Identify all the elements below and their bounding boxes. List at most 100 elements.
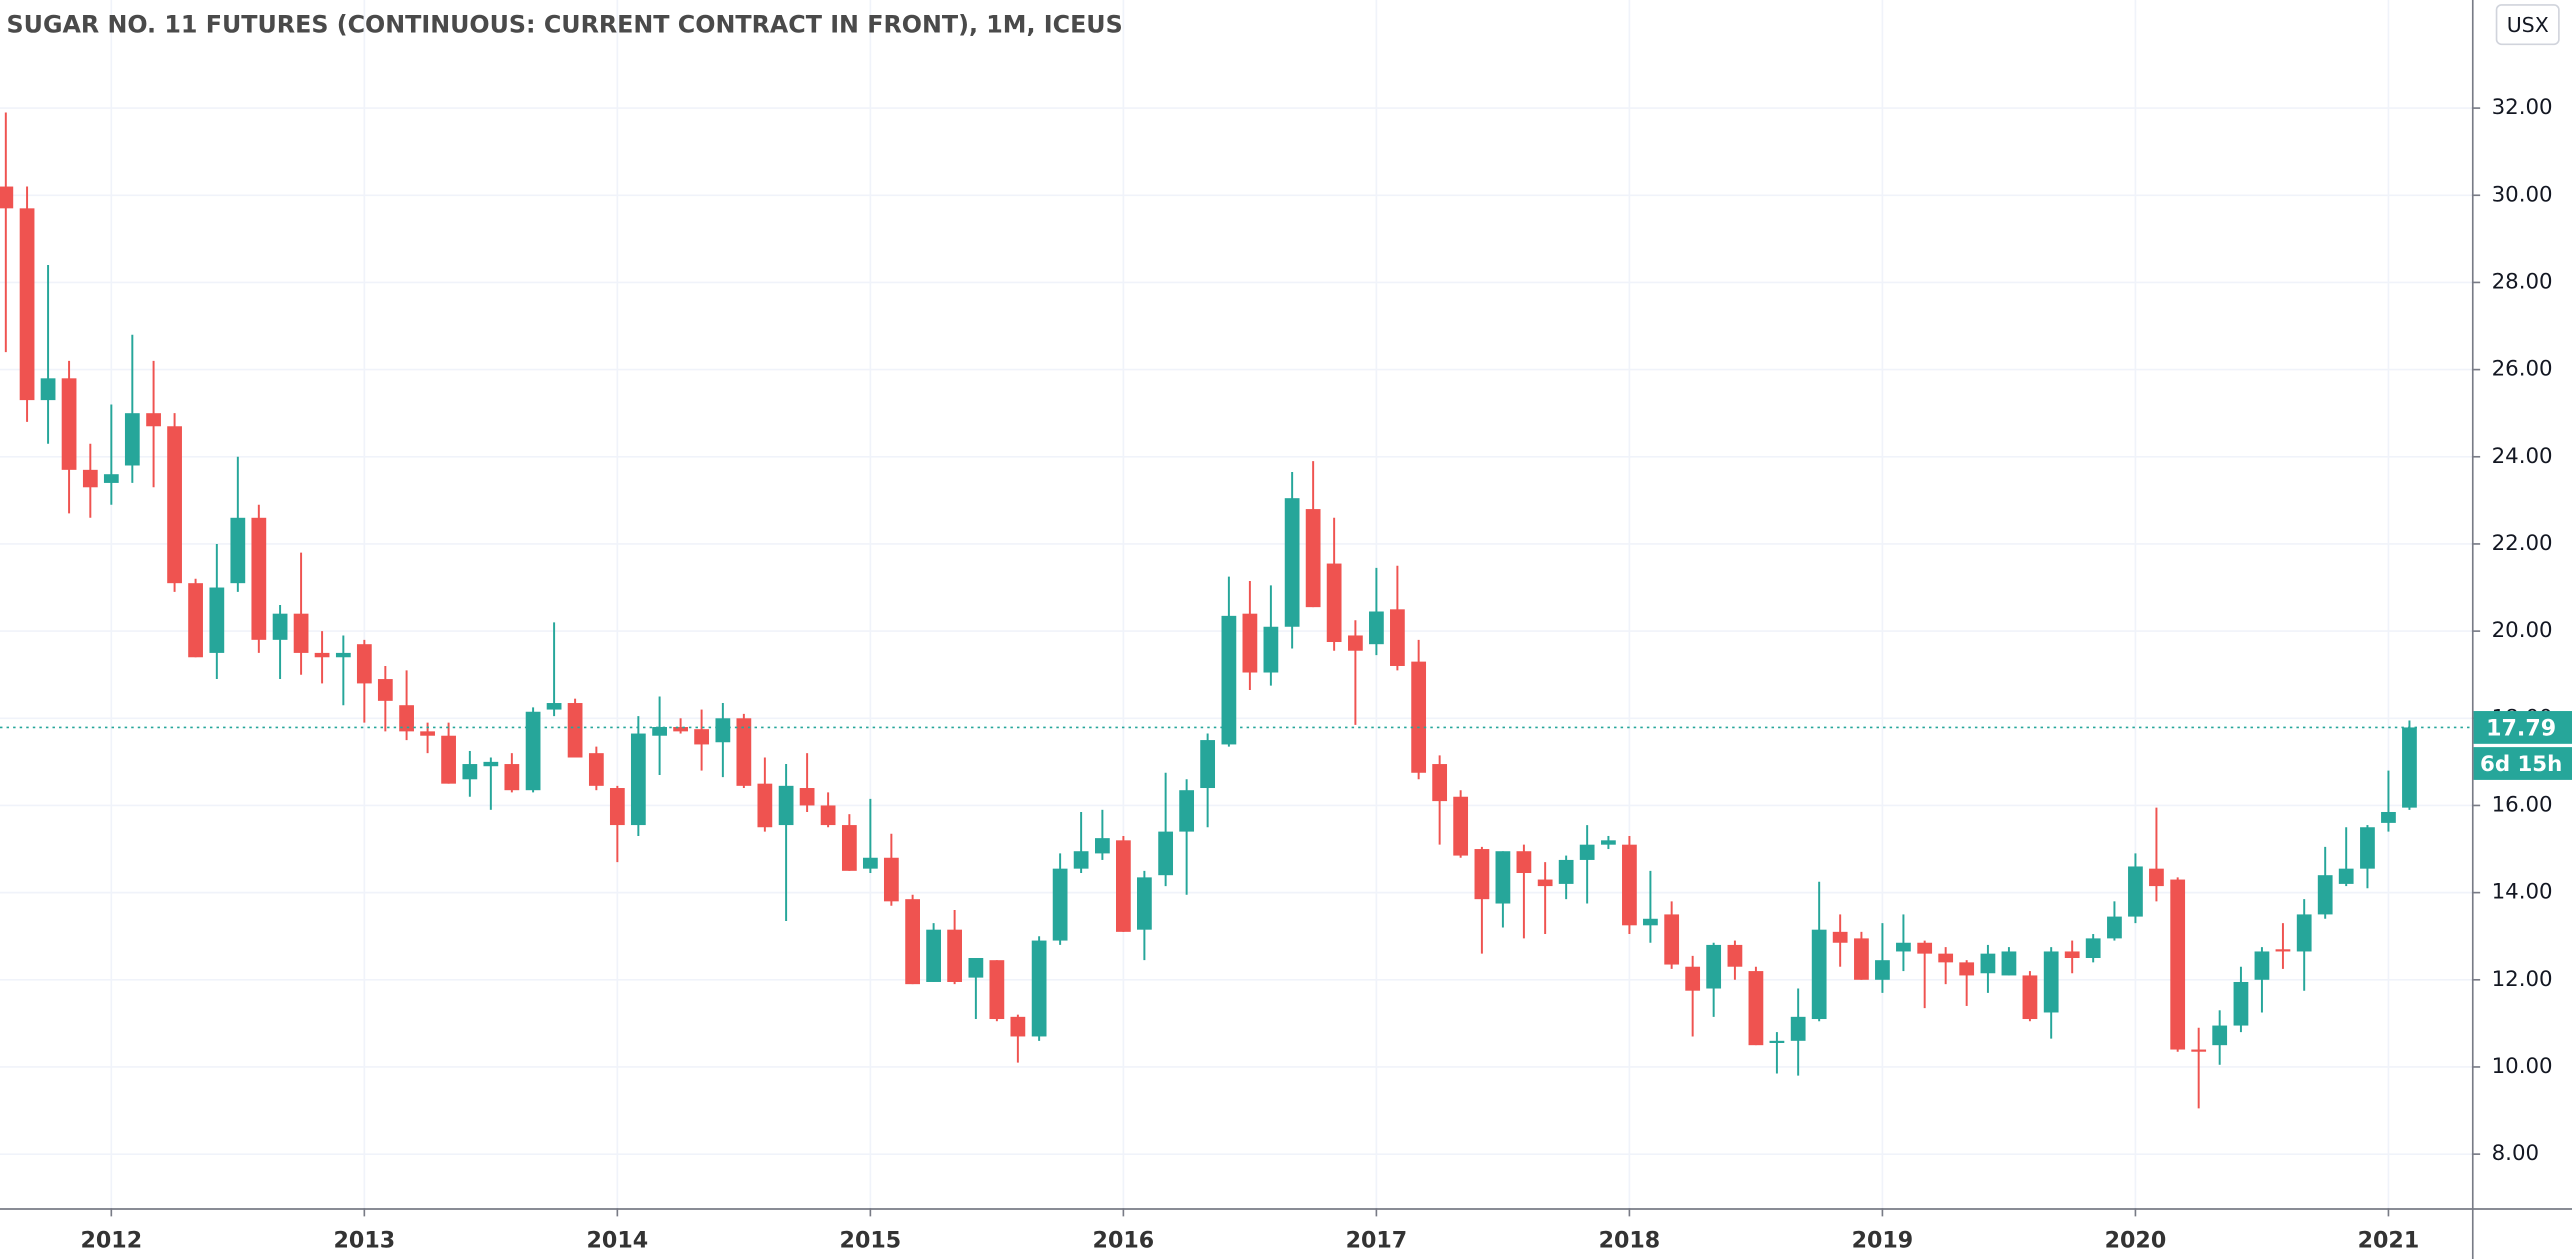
candle-body bbox=[2233, 981, 2249, 1026]
candle-body bbox=[989, 960, 1005, 1020]
y-tick-label: 8.00 bbox=[2492, 1141, 2539, 1166]
candle-body bbox=[2064, 951, 2080, 959]
candle-body bbox=[1811, 929, 1827, 1020]
candle-body bbox=[2402, 727, 2417, 808]
candle-body bbox=[2296, 914, 2312, 952]
candle-body bbox=[1179, 790, 1195, 832]
candle-body bbox=[1685, 966, 1701, 991]
candle-body bbox=[1453, 796, 1469, 856]
currency-label[interactable]: USX bbox=[2507, 13, 2549, 37]
candle-body bbox=[2022, 975, 2038, 1020]
candle-body bbox=[2212, 1025, 2228, 1046]
candle-body bbox=[420, 731, 435, 736]
candle-body bbox=[441, 735, 456, 784]
currency-badge[interactable] bbox=[2495, 4, 2560, 46]
y-tick-label: 10.00 bbox=[2492, 1054, 2553, 1079]
candle-body bbox=[1601, 840, 1616, 845]
y-tick-label: 30.00 bbox=[2492, 182, 2553, 207]
candle-body bbox=[399, 705, 414, 732]
candle-body bbox=[251, 517, 267, 640]
candle-body bbox=[293, 613, 309, 653]
candle-body bbox=[2170, 879, 2186, 1050]
x-tick-label: 2012 bbox=[81, 1227, 143, 1253]
candle-body bbox=[356, 644, 372, 684]
candle-body bbox=[82, 469, 98, 488]
candle-body bbox=[1073, 851, 1089, 869]
candle-body bbox=[1200, 740, 1216, 789]
x-tick-label: 2021 bbox=[2358, 1227, 2420, 1253]
candle-body bbox=[736, 718, 752, 786]
candle-body bbox=[883, 857, 899, 902]
candle-body bbox=[1959, 962, 1975, 976]
candle-body bbox=[167, 426, 182, 584]
candle-body bbox=[272, 613, 288, 640]
candle-body bbox=[820, 805, 836, 826]
candle-body bbox=[694, 729, 709, 745]
candle-body bbox=[1558, 859, 1574, 884]
candle-body bbox=[2191, 1049, 2207, 1052]
candle-body bbox=[230, 517, 246, 584]
candle-body bbox=[1348, 635, 1363, 651]
candle-body bbox=[1664, 914, 1680, 965]
candle-body bbox=[546, 703, 562, 710]
candle-body bbox=[377, 679, 393, 701]
candle-body bbox=[1158, 831, 1174, 876]
x-tick-label: 2013 bbox=[334, 1227, 396, 1253]
candle-body bbox=[1052, 868, 1068, 941]
candle-body bbox=[40, 378, 56, 401]
candle-body bbox=[2338, 868, 2354, 884]
y-tick-label: 12.00 bbox=[2492, 967, 2553, 992]
candle-body bbox=[1495, 851, 1511, 904]
countdown-label: 6d 15h bbox=[2480, 752, 2562, 777]
candle-body bbox=[862, 857, 878, 869]
candle-body bbox=[2128, 866, 2143, 917]
candle-body bbox=[1010, 1016, 1026, 1037]
y-tick-label: 22.00 bbox=[2492, 531, 2553, 556]
candle-body bbox=[1579, 844, 1595, 860]
chart-title: SUGAR NO. 11 FUTURES (CONTINUOUS: CURREN… bbox=[7, 11, 1123, 39]
candle-body bbox=[335, 652, 351, 658]
y-tick-label: 32.00 bbox=[2492, 95, 2553, 120]
candle-body bbox=[2254, 951, 2270, 980]
candle-body bbox=[2149, 868, 2164, 887]
candle-body bbox=[1875, 960, 1890, 980]
y-tick-label: 28.00 bbox=[2492, 269, 2553, 294]
candle-body bbox=[2360, 827, 2375, 869]
candle-body bbox=[1116, 840, 1131, 932]
x-tick-label: 2016 bbox=[1093, 1227, 1155, 1253]
candle-body bbox=[2275, 949, 2291, 952]
candle-body bbox=[19, 208, 35, 401]
y-tick-label: 26.00 bbox=[2492, 357, 2553, 382]
candle-body bbox=[1980, 953, 1996, 974]
candle-body bbox=[1516, 851, 1532, 874]
candle-body bbox=[630, 733, 646, 826]
candle-body bbox=[1137, 877, 1152, 930]
candle-body bbox=[504, 764, 520, 791]
candle-body bbox=[1748, 971, 1764, 1046]
candle-body bbox=[1263, 626, 1279, 673]
candle-body bbox=[1706, 944, 1722, 989]
x-tick-label: 2020 bbox=[2105, 1227, 2167, 1253]
candle-body bbox=[926, 929, 941, 982]
candle-body bbox=[103, 474, 119, 483]
candle-body bbox=[1284, 498, 1300, 627]
candle-body bbox=[1896, 942, 1911, 952]
candle-body bbox=[146, 413, 161, 427]
candle-body bbox=[1031, 940, 1047, 1037]
axes: 8.0010.0012.0014.0016.0018.0020.0022.002… bbox=[81, 95, 2572, 1253]
candle-body bbox=[652, 727, 667, 736]
countdown-box bbox=[2473, 747, 2572, 780]
candle-body bbox=[757, 783, 773, 828]
candles bbox=[0, 112, 2472, 1109]
candle-body bbox=[1369, 611, 1384, 645]
candle-body bbox=[483, 761, 499, 767]
y-tick-label: 16.00 bbox=[2492, 792, 2553, 817]
candle-body bbox=[1769, 1040, 1785, 1043]
candle-body bbox=[1326, 563, 1342, 643]
candle-body bbox=[673, 727, 688, 732]
candle-body bbox=[947, 929, 962, 982]
candle-body bbox=[124, 413, 140, 466]
candle-body bbox=[1221, 615, 1237, 745]
candle-body bbox=[1643, 918, 1658, 926]
